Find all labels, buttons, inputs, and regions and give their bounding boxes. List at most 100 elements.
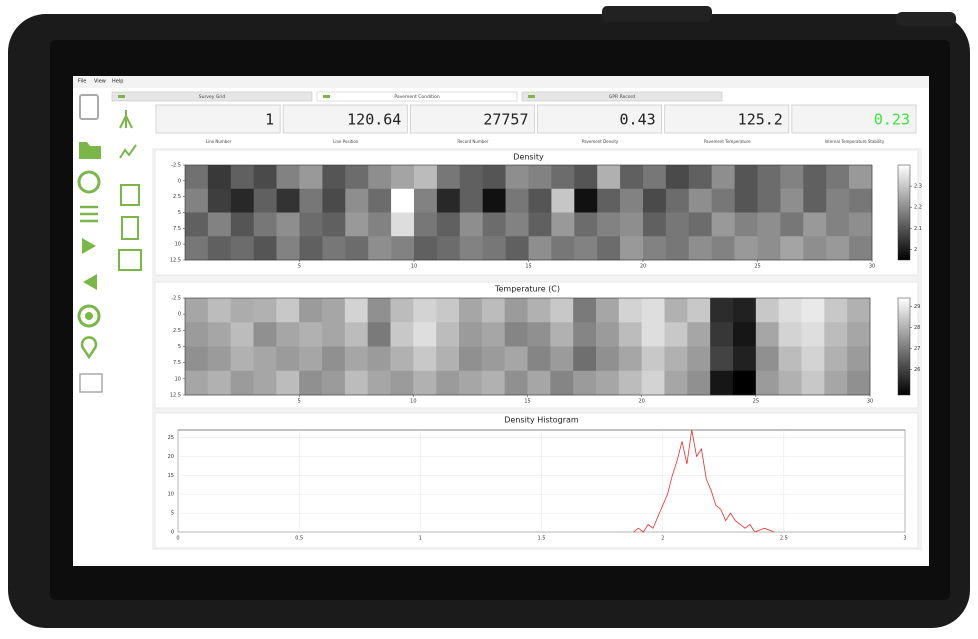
y-tick-label: 20 [168, 454, 174, 460]
heatmap-cell [665, 347, 688, 372]
y-tick-label: 0 [178, 312, 181, 318]
colorbar-tick-label: 27 [914, 346, 920, 352]
heatmap-cell [208, 213, 231, 237]
heatmap-cell [573, 347, 596, 372]
heatmap-cell [185, 298, 208, 323]
heatmap-cell [276, 347, 299, 372]
heatmap-cell [529, 213, 552, 237]
heatmap-cell [368, 347, 391, 372]
heatmap-cell [847, 371, 870, 396]
heatmap-cell [322, 189, 345, 213]
heatmap-cell [483, 165, 506, 189]
heatmap-cell [185, 347, 208, 372]
heatmap-cell [596, 322, 619, 347]
heatmap-cell [300, 189, 323, 213]
y-tick-label: 10 [168, 492, 174, 498]
heatmap-cell [460, 236, 483, 260]
heatmap-cell [277, 213, 300, 237]
heatmap-cell [345, 165, 368, 189]
heatmap-cell [277, 189, 300, 213]
menu-item[interactable]: View [94, 79, 106, 85]
y-tick-label: 10 [175, 242, 181, 248]
heatmap-cell [619, 347, 642, 372]
readout-value: 27757 [483, 111, 528, 129]
heatmap-cell [505, 322, 528, 347]
heatmap-cell [596, 371, 619, 396]
x-tick-label: 0 [176, 536, 179, 542]
heatmap-cell [573, 371, 596, 396]
heatmap-cell [231, 347, 254, 372]
x-tick-label: 2.5 [780, 536, 788, 542]
heatmap-cell [459, 322, 482, 347]
heatmap-cell [345, 213, 368, 237]
tab-icon [323, 95, 330, 98]
heatmap-cell [231, 371, 254, 396]
heatmap-cell [597, 165, 620, 189]
x-tick-label: 20 [638, 399, 644, 405]
x-tick-label: 3 [903, 536, 906, 542]
heatmap-cell [437, 236, 460, 260]
heatmap-cell [436, 322, 459, 347]
heatmap-cell [528, 322, 551, 347]
tab-icon [528, 95, 535, 98]
y-tick-label: -2.5 [171, 163, 181, 169]
heatmap-cell [483, 189, 506, 213]
heatmap-cell [414, 236, 437, 260]
heatmap-cell [779, 347, 802, 372]
readout-box [156, 105, 280, 133]
heatmap-cell [712, 165, 735, 189]
x-tick-label: 5 [298, 399, 301, 405]
heatmap-cell [459, 371, 482, 396]
colorbar [898, 165, 910, 260]
heatmap-cell [368, 298, 391, 323]
heatmap-cell [254, 322, 277, 347]
heatmap-cell [506, 165, 529, 189]
heatmap-cell [847, 298, 870, 323]
colorbar-tick-label: 2.1 [914, 226, 922, 232]
readout-value: 125.2 [738, 111, 783, 129]
y-tick-label: -2.5 [171, 296, 181, 302]
x-tick-label: 0.5 [295, 536, 303, 542]
heatmap-cell [231, 165, 254, 189]
heatmap-cell [733, 347, 756, 372]
heatmap-cell [322, 347, 345, 372]
readout-value: 1 [265, 111, 274, 129]
heatmap-cell [642, 347, 665, 372]
heatmap-cell [231, 213, 254, 237]
heatmap-cell [780, 236, 803, 260]
heatmap-cell [620, 236, 643, 260]
heatmap-cell [345, 371, 368, 396]
heatmap-cell [824, 298, 847, 323]
panel-title: Temperature (C) [494, 285, 560, 294]
heatmap-cell [849, 236, 872, 260]
readout-label: Line Position [333, 139, 359, 144]
heatmap-cell [620, 213, 643, 237]
x-tick-label: 1.5 [538, 536, 546, 542]
y-tick-label: 2.5 [173, 194, 181, 200]
heatmap-cell [208, 189, 231, 213]
menu-item[interactable]: Help [112, 79, 123, 85]
heatmap-cell [574, 189, 597, 213]
colorbar-tick-label: 2.2 [914, 205, 922, 211]
heatmap-cell [824, 371, 847, 396]
heatmap-cell [780, 213, 803, 237]
heatmap-cell [550, 347, 573, 372]
heatmap-cell [254, 236, 277, 260]
heatmap-cell [665, 322, 688, 347]
heatmap-cell [573, 322, 596, 347]
heatmap-cell [414, 213, 437, 237]
heatmap-cell [368, 322, 391, 347]
heatmap-cell [803, 236, 826, 260]
heatmap-cell [642, 322, 665, 347]
heatmap-cell [802, 298, 825, 323]
heatmap-cell [459, 298, 482, 323]
heatmap-cell [756, 371, 779, 396]
heatmap-cell [574, 165, 597, 189]
menu-item[interactable]: File [78, 79, 86, 85]
heatmap-cell [803, 189, 826, 213]
heatmap-cell [231, 189, 254, 213]
heatmap-cell [482, 347, 505, 372]
heatmap-cell [185, 236, 208, 260]
heatmap-cell [550, 298, 573, 323]
heatmap-cell [710, 371, 733, 396]
